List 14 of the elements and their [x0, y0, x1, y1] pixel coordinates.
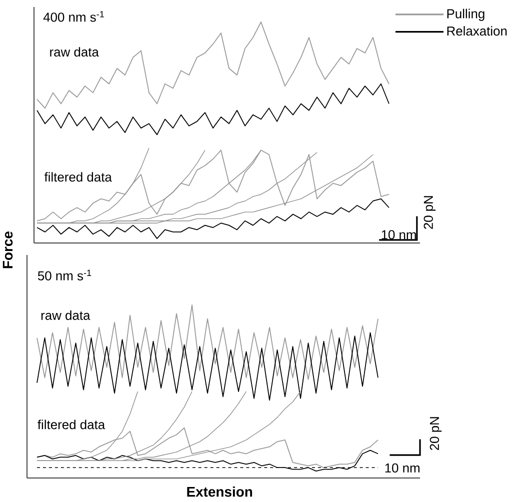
text: 400 nm s$^{-1}$ [43, 11, 104, 22]
legend-label: Pulling [447, 8, 484, 21]
annotation: raw data [50, 47, 99, 57]
annotation: filtered data [38, 420, 106, 430]
y-axis-title: Force [2, 232, 13, 268]
annotation: filtered data [44, 172, 112, 182]
text: 20 pN [430, 417, 442, 450]
text: 50 nm s$^{-1}$ [38, 270, 92, 280]
text: 20 pN [424, 196, 436, 229]
annotation: raw data [41, 310, 90, 320]
x-axis-title: Extension [187, 486, 252, 497]
annotation: 10 nm [382, 230, 416, 240]
legend-label: Relaxation [447, 26, 507, 36]
text: 10 nm [385, 463, 420, 473]
